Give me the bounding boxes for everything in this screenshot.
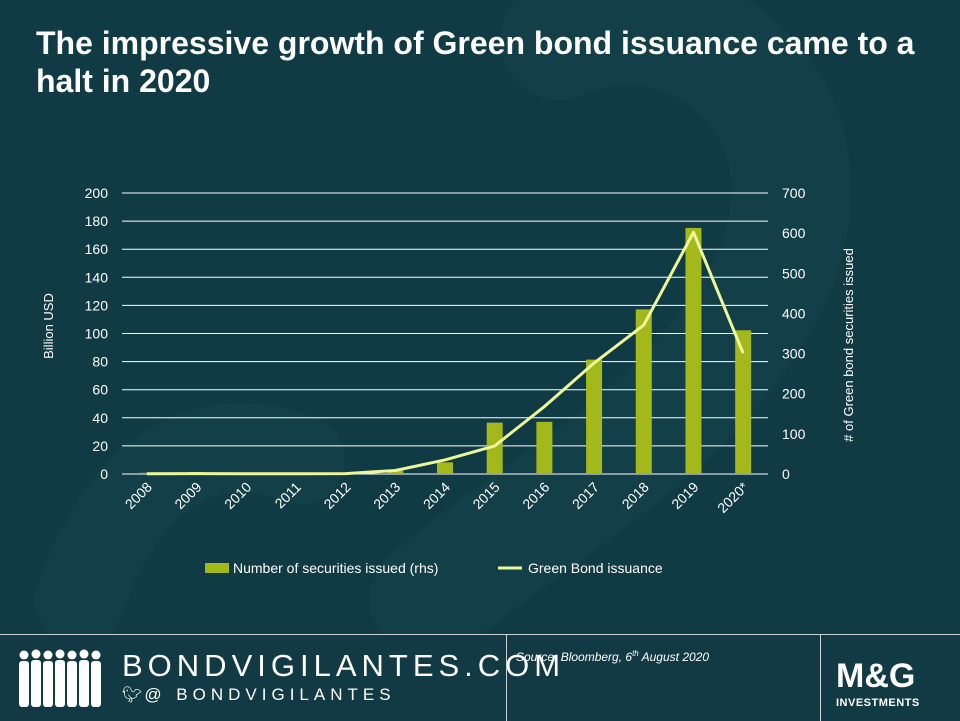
y-tick-label: 100 <box>85 326 109 342</box>
bar <box>437 462 453 474</box>
x-tick-label: 2019 <box>668 479 701 512</box>
legend-line-label: Green Bond issuance <box>528 560 663 576</box>
x-tick-label: 2018 <box>619 479 652 512</box>
line-path <box>147 232 743 473</box>
source-sup: th <box>632 649 639 658</box>
source-text: Source: Bloomberg, 6 <box>516 650 632 664</box>
x-tick-label: 2020* <box>714 478 752 516</box>
mg-logo: M&G <box>836 659 946 693</box>
left-axis-ticks: 0 20 40 60 80 100 120 140 160 180 200 <box>85 185 109 482</box>
footer-divider <box>820 635 821 721</box>
right-axis-ticks: 0 100 200 300 400 500 600 700 <box>782 185 806 482</box>
y2-tick-label: 500 <box>782 265 806 281</box>
bar <box>586 360 602 474</box>
y-tick-label: 140 <box>85 269 109 285</box>
source-suffix: August 2020 <box>639 650 709 664</box>
x-tick-label: 2015 <box>469 479 502 512</box>
y2-tick-label: 0 <box>782 466 790 482</box>
line-series <box>147 232 744 474</box>
x-tick-label: 2016 <box>519 479 552 512</box>
y2-tick-label: 400 <box>782 305 806 321</box>
y2-tick-label: 600 <box>782 225 806 241</box>
legend-bar-swatch <box>205 563 229 573</box>
y-tick-label: 0 <box>100 466 108 482</box>
brand-name[interactable]: BONDVIGILANTES.COM <box>122 649 565 683</box>
x-tick-label: 2009 <box>171 479 204 512</box>
x-tick-label: 2014 <box>420 479 453 512</box>
x-tick-label: 2010 <box>221 479 254 512</box>
left-axis-label: Billion USD <box>41 293 56 359</box>
people-silhouettes-icon <box>16 647 108 709</box>
source-note: Source: Bloomberg, 6th August 2020 <box>516 649 709 664</box>
chart: 0 20 40 60 80 100 120 140 160 180 200 0 100 200 300 40… <box>0 0 960 634</box>
y-tick-label: 160 <box>85 241 109 257</box>
bar <box>685 228 701 474</box>
y2-tick-label: 200 <box>782 386 806 402</box>
twitter-handle-text: @ BONDVIGILANTES <box>144 685 395 704</box>
twitter-handle[interactable]: 🐦︎@ BONDVIGILANTES <box>122 685 396 706</box>
x-tick-label: 2013 <box>370 479 403 512</box>
y-tick-label: 180 <box>85 213 109 229</box>
bar <box>536 422 552 474</box>
y2-tick-label: 700 <box>782 185 806 201</box>
y-tick-label: 40 <box>92 410 108 426</box>
x-axis-ticks: 2008 2009 2010 2011 2012 2013 2014 2015 2016 2017… <box>122 478 752 516</box>
legend: Number of securities issued (rhs) Green … <box>205 560 663 576</box>
x-tick-label: 2017 <box>569 479 602 512</box>
y2-tick-label: 300 <box>782 346 806 362</box>
mg-logo-subtitle: INVESTMENTS <box>836 697 946 709</box>
x-tick-label: 2012 <box>320 479 353 512</box>
gridlines <box>122 193 768 474</box>
bar-series <box>139 228 751 474</box>
y2-tick-label: 100 <box>782 426 806 442</box>
y-tick-label: 60 <box>92 382 108 398</box>
bar <box>636 309 652 474</box>
x-tick-label: 2011 <box>271 479 304 512</box>
legend-bar-label: Number of securities issued (rhs) <box>233 560 438 576</box>
footer-divider <box>506 635 507 721</box>
right-axis-label: # of Green bond securities issued <box>841 248 856 442</box>
y-tick-label: 200 <box>85 185 109 201</box>
y-tick-label: 80 <box>92 354 108 370</box>
twitter-bird-icon: 🐦︎ <box>122 687 142 704</box>
x-tick-label: 2008 <box>122 479 155 512</box>
y-tick-label: 20 <box>92 438 108 454</box>
footer: BONDVIGILANTES.COM 🐦︎@ BONDVIGILANTES So… <box>0 634 960 721</box>
y-tick-label: 120 <box>85 297 109 313</box>
